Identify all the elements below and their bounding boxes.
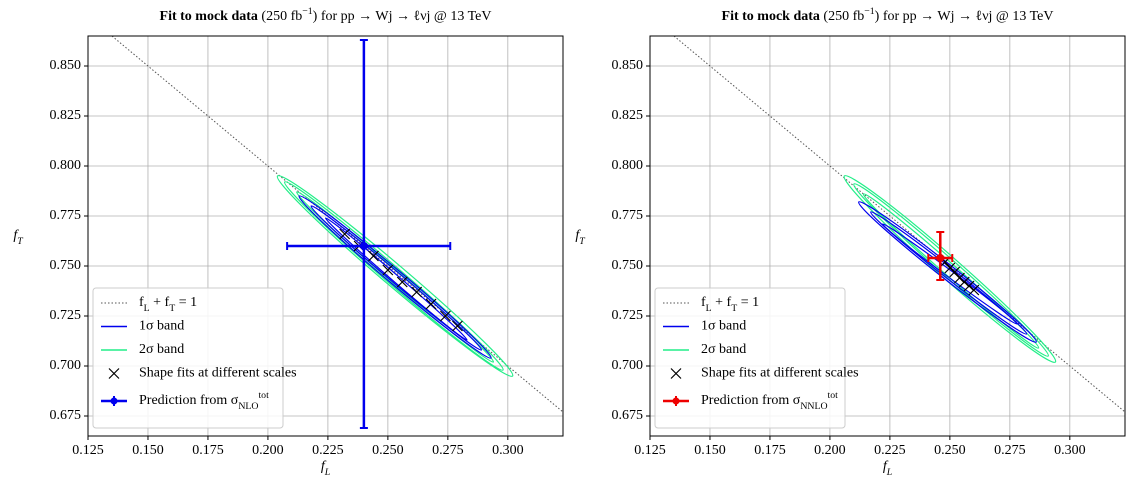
legend: fL + fT = 1 1σ band 2σ band Shape fits at d… xyxy=(654,287,859,429)
x-axis-label: fL xyxy=(321,459,330,478)
x-tick-label: 0.250 xyxy=(372,443,404,458)
contour xyxy=(276,175,514,377)
x-tick-label: 0.275 xyxy=(994,443,1026,458)
plot-frame xyxy=(87,35,564,437)
y-tick-label: 0.675 xyxy=(50,408,82,423)
legend-label: Shape fits at different scales xyxy=(701,366,859,381)
y-axis-label: fT xyxy=(575,228,586,247)
shape-fit-marker xyxy=(396,276,408,288)
chart-title: Fit to mock data (250 fb−1) for pp → Wj … xyxy=(722,6,1054,24)
y-tick-label: 0.700 xyxy=(612,358,644,373)
y-tick-label: 0.775 xyxy=(612,208,644,223)
y-tick-label: 0.850 xyxy=(612,58,644,73)
prediction-point xyxy=(936,254,945,262)
title-note: (250 fb−1) for pp → Wj → ℓνj @ 13 TeV xyxy=(823,6,1053,24)
plot-area xyxy=(673,36,1125,413)
x-tick-label: 0.300 xyxy=(492,443,524,458)
legend-key xyxy=(672,397,680,405)
y-tick-label: 0.675 xyxy=(612,408,644,423)
contour xyxy=(858,201,1037,343)
contour xyxy=(298,195,492,359)
legend-box xyxy=(654,287,846,429)
shape-fit-marker xyxy=(425,298,437,310)
x-tick-label: 0.150 xyxy=(132,443,164,458)
legend-label: Prediction from σNLOtot xyxy=(139,390,269,412)
contour xyxy=(324,217,468,341)
shape-fit-marker xyxy=(440,310,451,322)
title-main: Fit to mock data xyxy=(160,9,258,24)
y-tick-label: 0.725 xyxy=(50,308,82,323)
chart-title: Fit to mock data (250 fb−1) for pp → Wj … xyxy=(160,6,492,24)
x-tick-label: 0.225 xyxy=(874,443,906,458)
y-tick-label: 0.825 xyxy=(612,108,644,123)
contour xyxy=(882,223,1018,325)
x-axis-label: fL xyxy=(883,459,892,478)
contour xyxy=(283,181,504,371)
y-tick-label: 0.775 xyxy=(50,208,82,223)
y-tick-label: 0.825 xyxy=(50,108,82,123)
prediction-point xyxy=(359,242,368,250)
x-tick-label: 0.275 xyxy=(432,443,464,458)
contour xyxy=(310,205,483,351)
plot-frame xyxy=(649,35,1126,437)
y-axis-label: fT xyxy=(13,228,24,247)
shape-fit-marker xyxy=(368,250,379,262)
contour xyxy=(853,183,1049,357)
x-tick-label: 0.175 xyxy=(754,443,786,458)
x-tick-label: 0.225 xyxy=(312,443,344,458)
legend-key xyxy=(670,368,682,379)
x-tick-label: 0.300 xyxy=(1054,443,1086,458)
plot-area xyxy=(111,36,563,429)
legend-label: 1σ band xyxy=(701,319,746,334)
y-tick-label: 0.800 xyxy=(612,158,644,173)
x-tick-label: 0.150 xyxy=(694,443,726,458)
shape-fit-marker xyxy=(452,320,463,332)
legend-label: 2σ band xyxy=(139,342,184,357)
legend-label: Shape fits at different scales xyxy=(139,366,297,381)
x-tick-label: 0.250 xyxy=(934,443,966,458)
legend-key xyxy=(108,368,120,379)
legend-label: 1σ band xyxy=(139,319,184,334)
panel: 0.125 0.150 0.175 0.200 0.225 0.250 0.275 0.300… xyxy=(13,6,564,478)
shape-fit-marker xyxy=(949,266,961,278)
shape-fit-marker xyxy=(339,228,351,240)
legend-label: 2σ band xyxy=(701,342,746,357)
shape-fit-marker xyxy=(411,286,423,298)
x-tick-label: 0.175 xyxy=(192,443,224,458)
shape-fit-marker xyxy=(968,284,980,296)
legend-label: fL + fT = 1 xyxy=(139,295,197,314)
y-tick-label: 0.700 xyxy=(50,358,82,373)
shape-fit-marker xyxy=(382,264,394,276)
title-main: Fit to mock data xyxy=(722,9,820,24)
x-tick-label: 0.200 xyxy=(814,443,846,458)
x-tick-label: 0.125 xyxy=(634,443,666,458)
panel: 0.125 0.150 0.175 0.200 0.225 0.250 0.275 0.300… xyxy=(575,6,1126,478)
y-tick-label: 0.800 xyxy=(50,158,82,173)
legend-label: fL + fT = 1 xyxy=(701,295,759,314)
x-tick-label: 0.125 xyxy=(72,443,104,458)
y-tick-label: 0.850 xyxy=(50,58,82,73)
contour xyxy=(296,191,495,363)
legend-box xyxy=(92,287,284,429)
title-note: (250 fb−1) for pp → Wj → ℓνj @ 13 TeV xyxy=(261,6,491,24)
legend: fL + fT = 1 1σ band 2σ band Shape fits at d… xyxy=(92,287,297,429)
y-tick-label: 0.750 xyxy=(50,258,82,273)
y-tick-label: 0.725 xyxy=(612,308,644,323)
legend-key xyxy=(110,397,118,405)
y-tick-label: 0.750 xyxy=(612,258,644,273)
x-tick-label: 0.200 xyxy=(252,443,284,458)
